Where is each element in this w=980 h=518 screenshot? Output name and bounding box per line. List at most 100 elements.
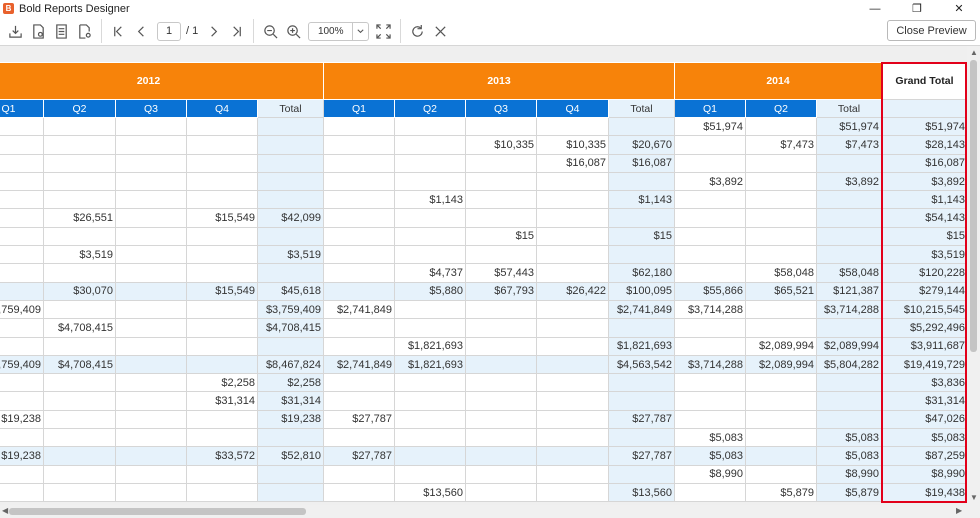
table-cell — [674, 373, 746, 393]
zoom-out-button[interactable] — [259, 20, 282, 43]
app-logo-icon: B — [3, 3, 14, 14]
page-number-input[interactable]: 1 — [157, 21, 181, 41]
grand-total-cell: $19,419,729 — [881, 354, 967, 375]
table-cell: $15,549 — [186, 281, 258, 301]
table-cell: $27,787 — [323, 409, 395, 430]
table-cell — [394, 464, 466, 484]
horizontal-scrollbar[interactable]: ◀ ▶ — [0, 505, 967, 518]
vertical-scrollbar[interactable]: ▲ ▼ — [967, 46, 980, 505]
table-row: $1,821,693 $1,821,693 $2,089,994 $2,089,994… — [0, 336, 967, 356]
year-header-row: 2012 2013 2014 Grand Total — [0, 62, 967, 100]
quarter-header: Q3 — [465, 99, 537, 118]
table-cell — [43, 373, 116, 393]
total-cell — [608, 373, 675, 393]
fit-to-page-icon — [376, 23, 391, 39]
scroll-up-icon[interactable]: ▲ — [970, 48, 978, 57]
fit-page-button[interactable] — [372, 20, 395, 43]
table-cell: $7,473 — [745, 135, 817, 155]
table-cell — [745, 446, 817, 466]
maximize-button[interactable]: ❐ — [912, 3, 922, 15]
vertical-scroll-thumb[interactable] — [970, 60, 977, 352]
previous-page-button[interactable] — [130, 20, 153, 43]
table-cell — [115, 482, 187, 503]
table-cell — [115, 409, 187, 430]
toolbar-separator — [101, 19, 102, 43]
total-cell — [257, 263, 324, 283]
table-cell — [43, 336, 116, 356]
scroll-right-icon[interactable]: ▶ — [956, 506, 963, 515]
table-row: $5,083 $5,083 $5,083 — [0, 428, 967, 448]
year-header: 2014 — [674, 62, 882, 100]
table-cell — [115, 135, 187, 155]
report-viewer[interactable]: 2012 2013 2014 Grand Total Q1 Q2 Q3 Q4 T… — [0, 46, 967, 505]
table-cell — [745, 299, 817, 320]
table-cell — [0, 135, 44, 155]
grand-total-cell: $3,911,687 — [881, 336, 967, 356]
parameters-button[interactable] — [73, 20, 96, 43]
close-preview-button[interactable]: Close Preview — [887, 20, 976, 41]
quarter-header: Q1 — [0, 99, 44, 118]
close-window-button[interactable]: ✕ — [954, 3, 964, 15]
page-setup-icon — [33, 23, 44, 39]
table-cell — [465, 373, 537, 393]
next-page-button[interactable] — [202, 20, 225, 43]
last-page-icon — [233, 25, 242, 37]
total-cell: $45,618 — [257, 281, 324, 301]
total-cell — [608, 245, 675, 265]
scroll-left-icon[interactable]: ◀ — [2, 506, 9, 515]
scrollbar-corner — [967, 505, 980, 518]
report-toolbar: 1 / 1 100% Close Preview — [0, 17, 980, 46]
export-button[interactable] — [4, 20, 27, 43]
table-cell: $27,787 — [323, 446, 395, 466]
print-layout-button[interactable] — [50, 20, 73, 43]
minimize-button[interactable]: — — [869, 2, 881, 15]
scroll-down-icon[interactable]: ▼ — [970, 493, 978, 502]
zoom-in-button[interactable] — [282, 20, 305, 43]
table-cell: $1,821,693 — [394, 336, 466, 356]
total-cell: $27,787 — [608, 409, 675, 430]
table-cell — [745, 373, 817, 393]
total-cell: $3,714,288 — [816, 299, 882, 320]
refresh-icon — [412, 24, 424, 37]
chevron-down-icon[interactable] — [352, 22, 368, 40]
table-row: $8,990 $8,990 $8,990 — [0, 464, 967, 484]
first-page-button[interactable] — [107, 20, 130, 43]
grand-total-cell: $120,228 — [881, 263, 967, 283]
table-cell — [43, 190, 116, 210]
table-cell — [115, 446, 187, 466]
table-cell — [115, 263, 187, 283]
table-cell: $19,238 — [0, 446, 44, 466]
table-cell — [745, 391, 817, 411]
zoom-select[interactable]: 100% — [308, 21, 370, 41]
page-total-label: / 1 — [186, 25, 199, 37]
total-cell — [608, 464, 675, 484]
table-cell — [115, 318, 187, 338]
table-cell: $30,070 — [43, 281, 116, 301]
table-cell — [43, 116, 116, 137]
table-cell — [0, 428, 44, 448]
table-cell — [115, 171, 187, 192]
table-cell: $65,521 — [745, 281, 817, 301]
total-cell — [816, 391, 882, 411]
horizontal-scroll-thumb[interactable] — [9, 508, 306, 515]
total-cell: $5,879 — [816, 482, 882, 503]
table-row: $13,560 $13,560 $5,879 $5,879 $19,438 — [0, 482, 967, 503]
page-setup-button[interactable] — [27, 20, 50, 43]
total-cell — [257, 190, 324, 210]
total-cell: $121,387 — [816, 281, 882, 301]
table-cell — [115, 116, 187, 137]
total-cell — [816, 318, 882, 338]
last-page-button[interactable] — [225, 20, 248, 43]
table-cell — [186, 336, 258, 356]
table-cell — [465, 409, 537, 430]
table-cell: $26,422 — [536, 281, 609, 301]
cancel-button[interactable] — [429, 20, 452, 43]
table-cell — [674, 391, 746, 411]
table-row: $15 $15 $15 — [0, 226, 967, 247]
table-cell — [323, 281, 395, 301]
table-cell: $19,238 — [0, 409, 44, 430]
quarter-header: Q1 — [674, 99, 746, 118]
table-cell — [323, 373, 395, 393]
grand-total-cell: $5,083 — [881, 428, 967, 448]
refresh-button[interactable] — [406, 20, 429, 43]
